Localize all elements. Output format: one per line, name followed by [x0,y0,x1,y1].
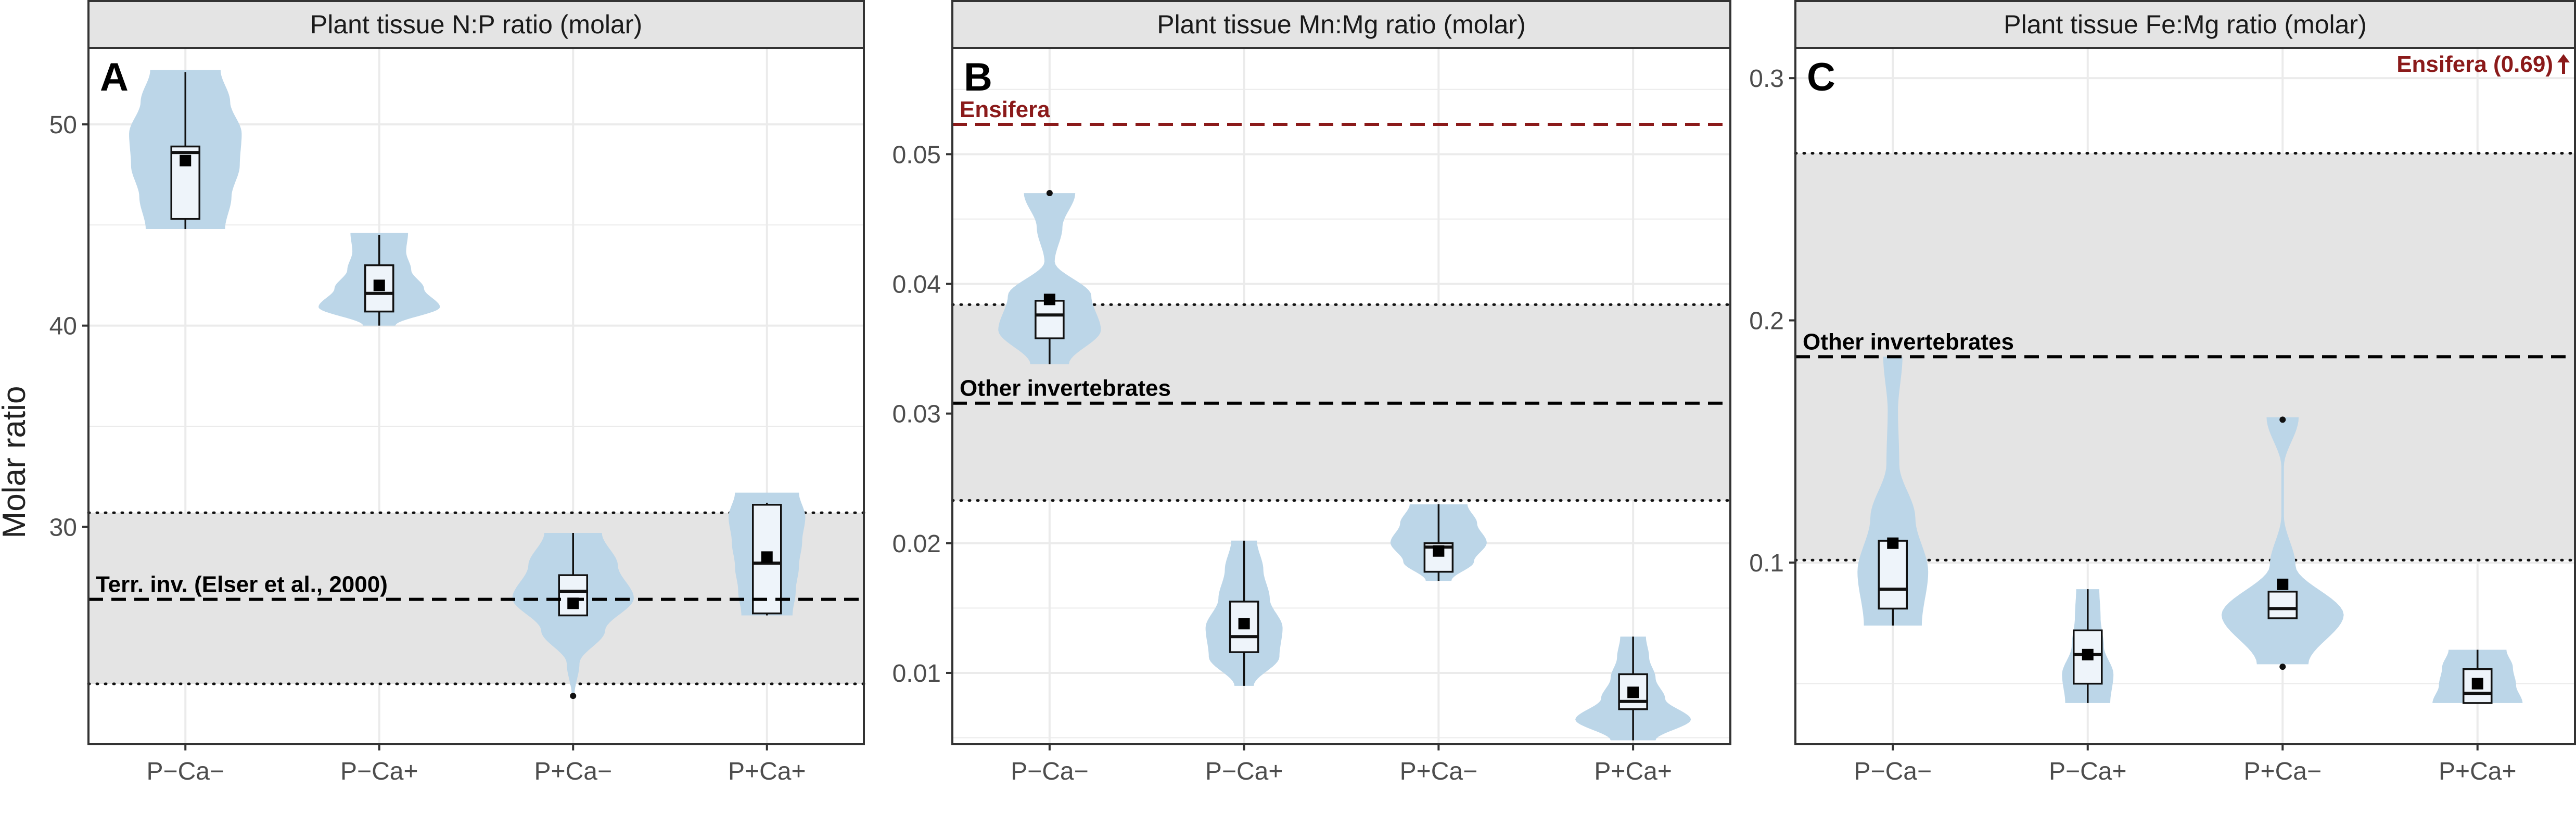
x-tick-label: P+Ca− [534,758,612,785]
x-tick-label: P+Ca− [1400,758,1477,785]
x-tick-label: P+Ca+ [728,758,806,785]
outlier-point [2279,664,2286,670]
y-tick-label: 0.01 [892,660,941,687]
y-tick-label: 0.05 [892,141,941,169]
boxplot-box [2463,668,2493,704]
reference-line-label: Other invertebrates [1803,329,2014,354]
panel-b: Other invertebrates Ensifera Plant tissue … [892,0,1732,785]
mean-marker [1887,537,1899,549]
y-tick-label: 40 [49,313,77,340]
mean-marker [1238,618,1250,630]
mean-marker [373,279,385,291]
y-tick-label: 0.04 [892,271,941,298]
mean-marker [2277,578,2289,590]
mean-marker [1043,294,1055,305]
mean-marker [180,155,192,167]
panel-a: Terr. inv. (Elser et al., 2000) Plant tis… [49,0,865,785]
boxplot-box [1035,300,1065,339]
y-tick-label: 50 [49,111,77,139]
up-arrow-icon [2557,54,2570,62]
reference-line-label: Other invertebrates [960,376,1171,401]
outlier-point [570,693,577,699]
panel-title: Plant tissue N:P ratio (molar) [310,10,642,39]
y-tick-label: 0.02 [892,530,941,558]
panel-strip [87,0,865,49]
y-axis-title: Molar ratio [0,386,32,539]
mean-marker [1433,545,1445,557]
x-tick-label: P+Ca+ [2439,758,2516,785]
x-tick-label: P−Ca+ [340,758,418,785]
x-tick-label: P−Ca− [1011,758,1088,785]
violin-1 [1857,356,1929,626]
mean-marker [1627,686,1639,698]
x-tick-label: P+Ca+ [1594,758,1672,785]
y-tick-label: 0.2 [1749,308,1784,335]
x-tick-label: P−Ca− [147,758,224,785]
x-tick-label: P−Ca− [1854,758,1932,785]
panel-c: Other invertebrates Ensifera (0.69) Plant … [1749,0,2576,785]
outlier-point [1046,190,1053,197]
reference-line-label: Ensifera [960,97,1050,122]
x-tick-label: P−Ca+ [1205,758,1283,785]
panel-title: Plant tissue Mn:Mg ratio (molar) [1157,10,1526,39]
boxplot-box [558,574,588,617]
violin-3 [2221,417,2344,665]
x-tick-label: P−Ca+ [2049,758,2126,785]
panel-title: Plant tissue Fe:Mg ratio (molar) [2004,10,2366,39]
y-tick-label: 30 [49,514,77,541]
boxplot-box [2267,591,2298,619]
panel-letter: B [964,55,992,99]
mean-marker [2471,678,2483,690]
panels: Terr. inv. (Elser et al., 2000) Plant tis… [49,0,2576,785]
y-tick-label: 0.3 [1749,65,1784,93]
violin-1 [998,193,1101,364]
panel-letter: A [100,55,129,99]
panel-strip [951,0,1731,49]
boxplot-box [1878,540,1908,610]
mean-marker [761,551,773,563]
y-tick-label: 0.1 [1749,550,1784,577]
outlier-point [2279,416,2286,423]
mean-marker [2082,648,2094,660]
x-tick-label: P+Ca− [2244,758,2322,785]
ensifera-annotation: Ensifera (0.69) [2396,52,2553,77]
reference-line-label: Terr. inv. (Elser et al., 2000) [96,572,388,597]
panel-letter: C [1807,55,1835,99]
panel-strip [1794,0,2576,49]
y-tick-label: 0.03 [892,401,941,428]
